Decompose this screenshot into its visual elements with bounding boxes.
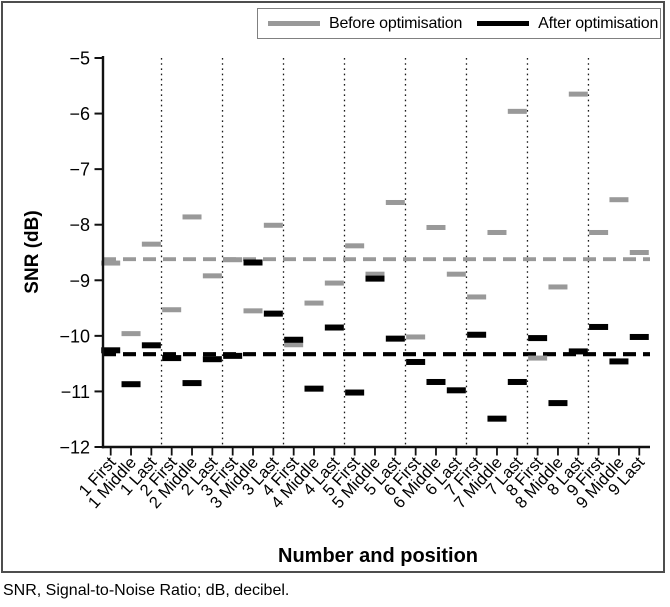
after-marker-7-last <box>507 378 527 385</box>
before-marker-4-last <box>324 280 344 286</box>
before-marker-3-last <box>263 222 283 228</box>
y-tick-label: −8 <box>69 215 90 235</box>
after-marker-6-middle <box>426 378 446 385</box>
legend: Before optimisation After optimisation <box>257 8 661 39</box>
after-marker-2-last <box>202 356 222 363</box>
before-marker-8-last <box>568 91 588 97</box>
before-marker-9-first <box>589 229 609 235</box>
before-marker-2-middle <box>182 214 202 220</box>
after-marker-1-middle <box>121 381 141 388</box>
x-axis-label: Number and position <box>278 545 478 567</box>
before-marker-5-last <box>385 199 405 205</box>
after-marker-9-middle <box>609 358 629 365</box>
legend-item-after: After optimisation <box>477 15 658 33</box>
y-tick-label: −5 <box>69 49 90 69</box>
y-tick-label: −12 <box>59 438 90 458</box>
after-marker-6-last <box>446 387 466 394</box>
y-tick-label: −6 <box>69 104 90 124</box>
legend-label-after: After optimisation <box>538 14 659 32</box>
after-line-swatch <box>477 21 530 26</box>
before-marker-1-last <box>141 241 161 247</box>
after-marker-2-middle <box>182 380 202 387</box>
y-tick-label: −10 <box>59 326 90 346</box>
before-marker-2-first <box>162 307 182 313</box>
after-marker-5-last <box>385 335 405 342</box>
before-marker-6-last <box>446 271 466 277</box>
before-marker-6-first <box>406 334 426 340</box>
y-tick-label: −11 <box>61 382 90 402</box>
after-marker-8-last <box>568 348 588 355</box>
legend-label-before: Before optimisation <box>329 14 463 32</box>
after-marker-7-first <box>467 331 487 338</box>
before-marker-7-first <box>467 294 487 300</box>
before-marker-2-last <box>202 273 222 279</box>
before-marker-8-first <box>528 355 548 361</box>
after-marker-6-first <box>406 358 426 365</box>
after-marker-1-first <box>101 347 121 354</box>
before-marker-6-middle <box>426 224 446 230</box>
before-marker-7-last <box>507 108 527 114</box>
after-marker-8-middle <box>548 400 568 407</box>
after-marker-3-last <box>263 310 283 317</box>
y-tick-label: −7 <box>69 160 90 180</box>
after-marker-1-last <box>141 342 161 349</box>
after-marker-9-last <box>629 333 649 340</box>
y-axis-label: SNR (dB) <box>22 210 43 294</box>
after-marker-3-middle <box>243 259 263 266</box>
before-marker-7-middle <box>487 229 507 235</box>
after-marker-5-middle <box>365 275 385 282</box>
after-marker-4-first <box>284 336 304 343</box>
before-marker-1-first <box>101 260 121 266</box>
before-line-swatch <box>268 21 320 26</box>
after-marker-7-middle <box>487 415 507 422</box>
footnote: SNR, Signal-to-Noise Ratio; dB, decibel. <box>3 582 290 599</box>
legend-item-before: Before optimisation <box>268 15 462 33</box>
y-tick-label: −9 <box>69 271 90 291</box>
before-marker-3-first <box>223 257 243 263</box>
after-marker-3-first <box>223 352 243 359</box>
before-marker-9-middle <box>609 197 629 203</box>
before-marker-4-middle <box>304 300 324 306</box>
before-marker-3-middle <box>243 308 263 314</box>
before-marker-9-last <box>629 250 649 255</box>
after-marker-4-middle <box>304 385 324 392</box>
after-marker-2-first <box>162 355 182 362</box>
after-marker-9-first <box>589 323 609 330</box>
before-marker-8-middle <box>548 284 568 290</box>
before-marker-5-middle <box>365 271 385 277</box>
after-marker-4-last <box>324 324 344 331</box>
before-marker-5-first <box>345 243 365 249</box>
before-marker-4-first <box>284 342 304 348</box>
after-marker-8-first <box>528 335 548 342</box>
after-marker-5-first <box>345 389 365 396</box>
before-marker-1-middle <box>121 331 141 337</box>
